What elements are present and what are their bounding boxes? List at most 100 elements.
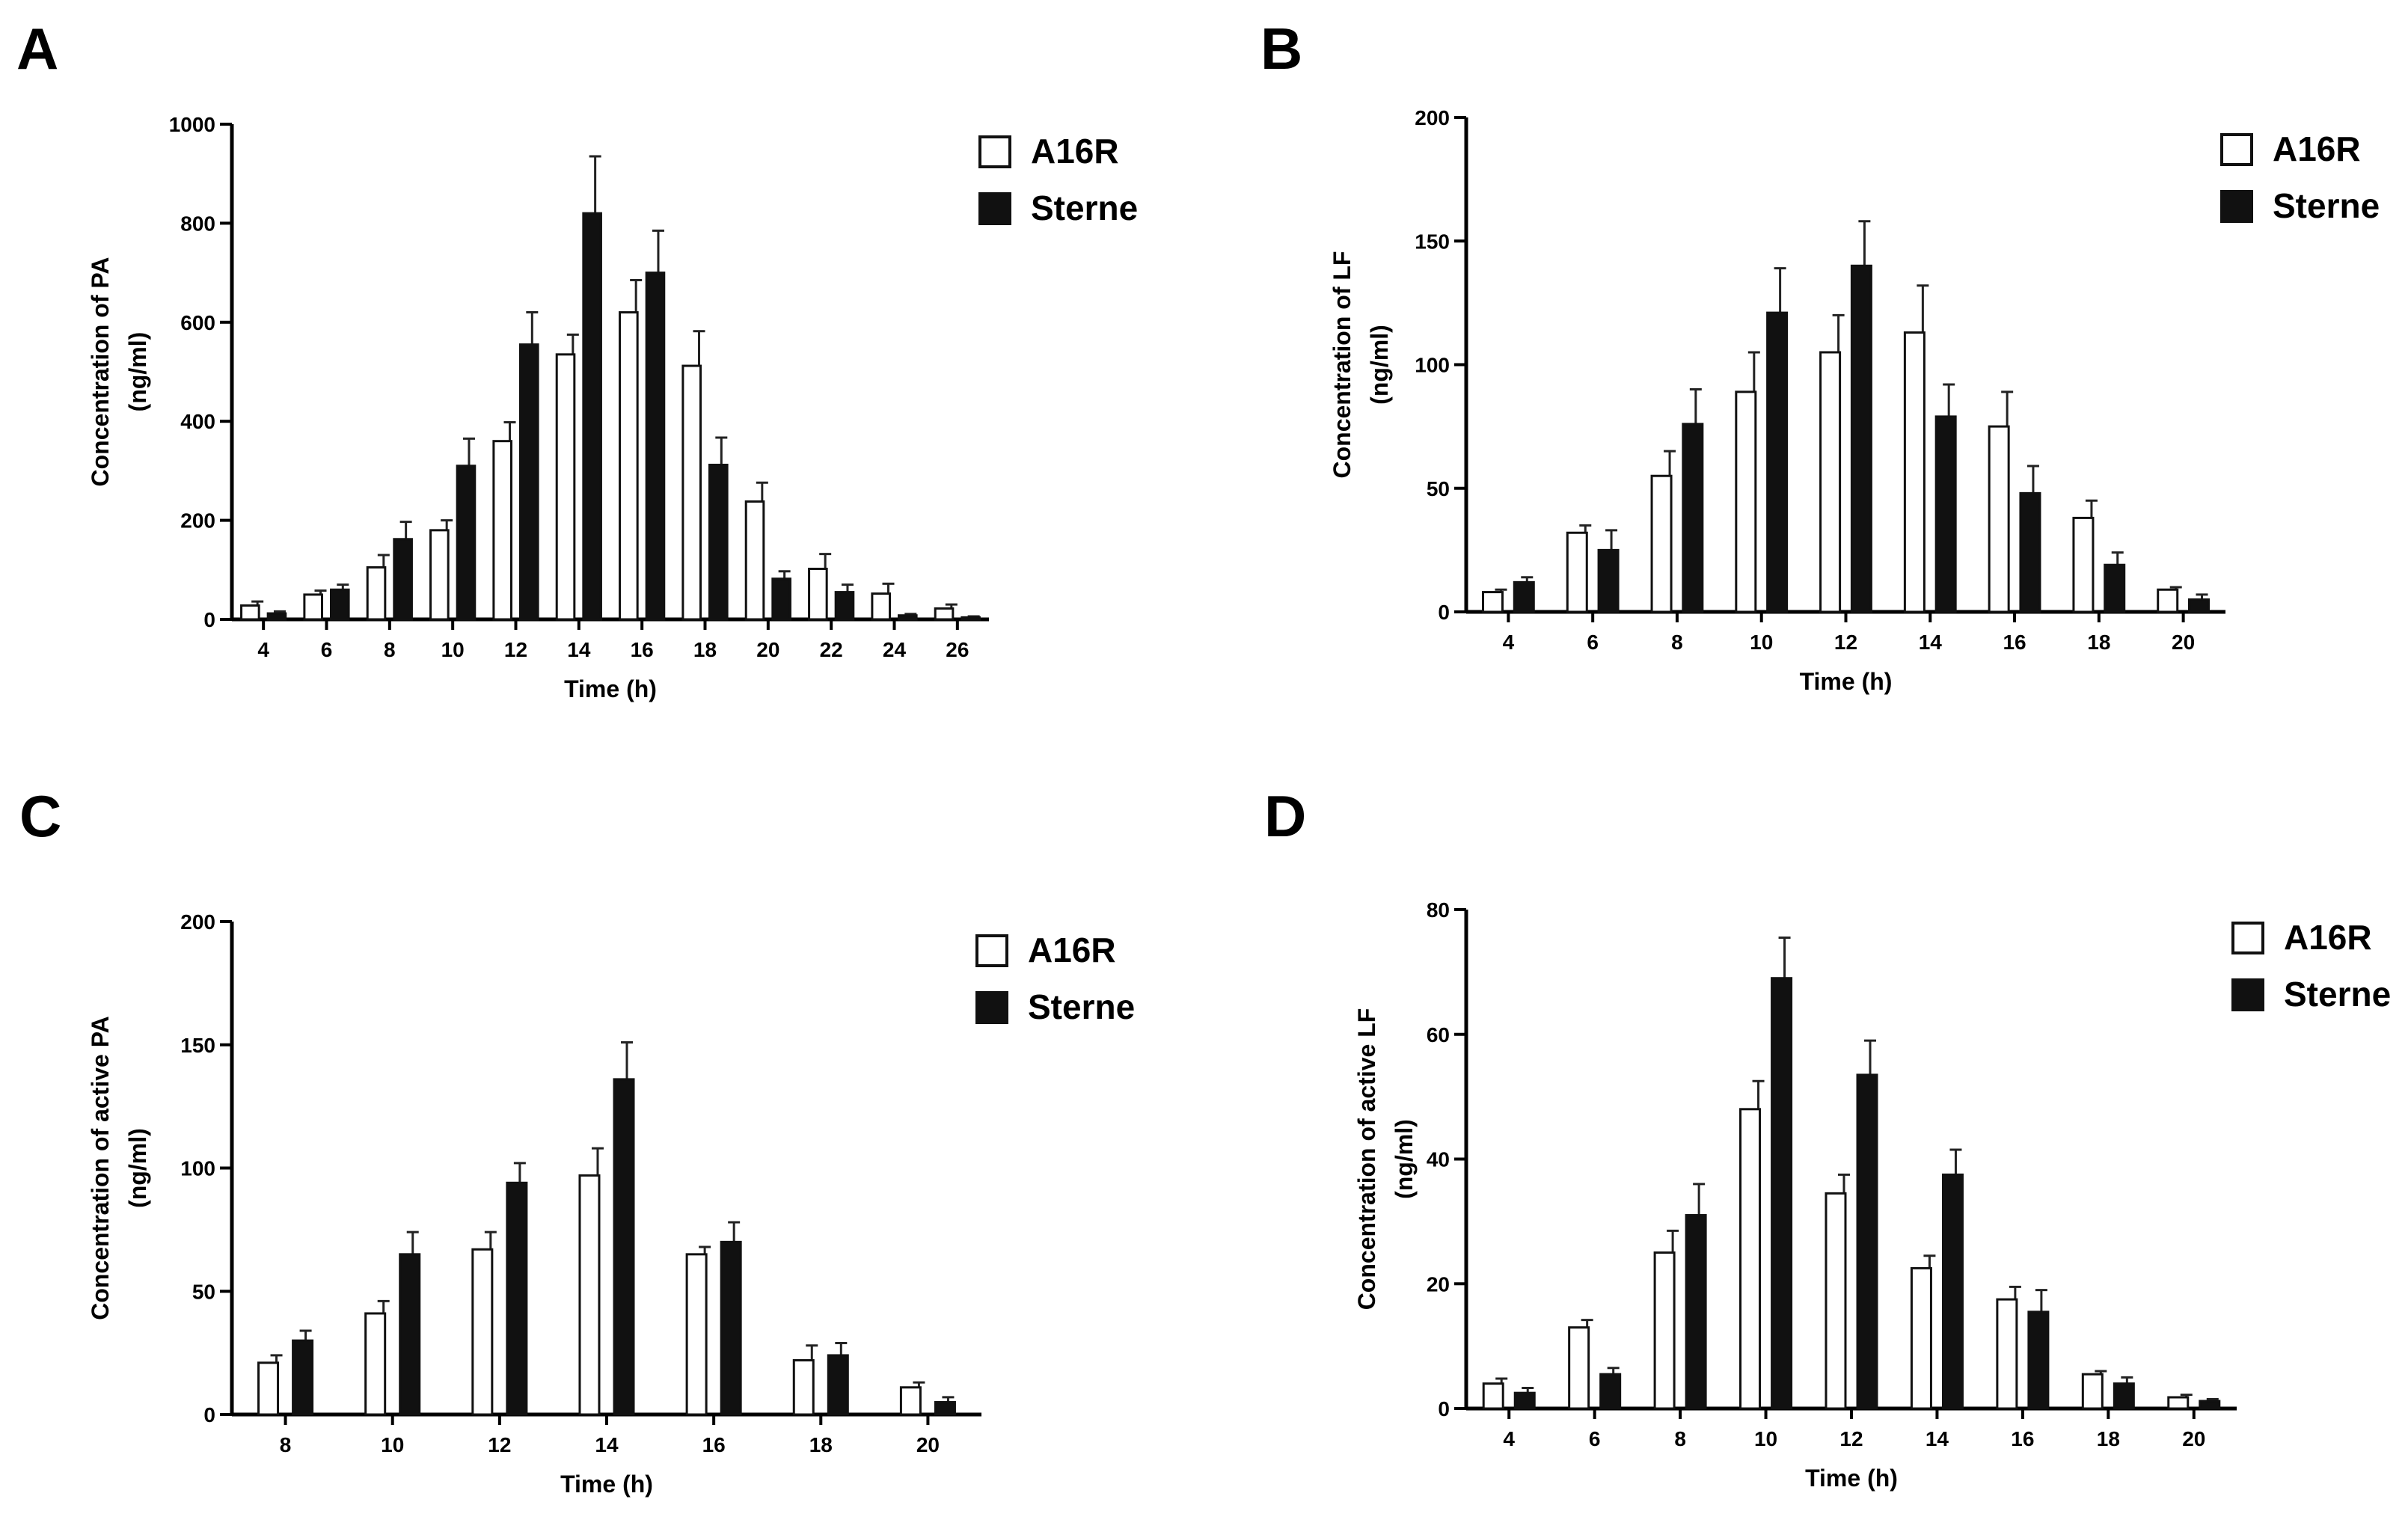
y-axis-unit-label: (ng/ml) <box>1391 1119 1418 1199</box>
bar-a16r-10h <box>364 1312 387 1416</box>
chart-panel-c: C 0 50 100 150 200 8 10 12 14 16 18 20 Time (h) Concen… <box>19 783 1135 1498</box>
y-axis-label: Concentration of active PA <box>87 1016 114 1320</box>
x-tick-label: 18 <box>2087 631 2110 654</box>
x-tick-label: 16 <box>702 1433 726 1456</box>
y-tick-label: 200 <box>1415 106 1450 129</box>
x-axis-label: Time (h) <box>1805 1465 1898 1492</box>
legend-label-sterne: Sterne <box>2284 975 2391 1014</box>
bar-a16r-24h <box>871 592 892 621</box>
y-tick-label: 1000 <box>169 113 215 136</box>
x-tick-label: 10 <box>381 1433 404 1456</box>
y-tick-label: 200 <box>180 910 215 934</box>
y-tick-label: 100 <box>180 1157 215 1180</box>
x-tick-label: 18 <box>693 638 717 661</box>
x-tick-label: 16 <box>2011 1427 2034 1450</box>
y-axis-unit-label: (ng/ml) <box>124 332 151 412</box>
x-tick-label: 6 <box>321 638 333 661</box>
bar-a16r-14h <box>1910 1266 1932 1410</box>
bar-a16r-12h <box>1819 351 1842 613</box>
bar-sterne-14h <box>613 1078 635 1416</box>
x-tick-label: 20 <box>916 1433 940 1456</box>
x-tick-label: 10 <box>441 638 465 661</box>
bar-a16r-12h <box>471 1248 494 1416</box>
panel-letter: D <box>1264 783 1306 849</box>
bar-sterne-8h <box>1682 423 1704 613</box>
legend-label-sterne: Sterne <box>1031 189 1138 227</box>
bar-a16r-4h <box>1482 1382 1504 1410</box>
y-tick-label: 0 <box>1438 601 1450 624</box>
bar-a16r-20h <box>2157 588 2179 613</box>
bar-sterne-8h <box>393 538 413 621</box>
bar-sterne-10h <box>1766 311 1789 613</box>
y-tick-label: 0 <box>1438 1397 1450 1420</box>
bar-sterne-18h <box>827 1354 849 1416</box>
y-tick-label: 100 <box>1415 354 1450 377</box>
legend-swatch-sterne <box>2231 978 2264 1011</box>
bar-sterne-14h <box>1934 415 1957 613</box>
y-tick-label: 150 <box>180 1034 215 1057</box>
x-tick-label: 14 <box>1926 1427 1949 1450</box>
bar-sterne-6h <box>1597 548 1620 613</box>
bar-a16r-12h <box>1825 1192 1847 1410</box>
bar-a16r-18h <box>681 364 702 621</box>
x-axis-label: Time (h) <box>560 1471 653 1498</box>
y-tick-label: 150 <box>1415 230 1450 253</box>
x-tick-label: 18 <box>2097 1427 2120 1450</box>
legend-label-a16r: A16R <box>1028 931 1116 969</box>
bar-a16r-6h <box>1566 531 1588 613</box>
y-tick-label: 50 <box>192 1280 215 1303</box>
x-tick-label: 12 <box>1834 631 1857 654</box>
y-tick-label: 60 <box>1427 1023 1450 1046</box>
bar-sterne-16h <box>645 272 666 621</box>
x-axis-label: Time (h) <box>564 675 657 702</box>
bar-sterne-20h <box>2199 1400 2221 1410</box>
bar-sterne-20h <box>934 1401 956 1416</box>
bar-sterne-16h <box>720 1240 742 1416</box>
x-tick-label: 18 <box>809 1433 833 1456</box>
bar-sterne-22h <box>834 591 855 621</box>
x-tick-label: 24 <box>883 638 907 661</box>
panel-letter: C <box>19 783 61 849</box>
x-tick-label: 20 <box>2182 1427 2205 1450</box>
x-tick-label: 12 <box>488 1433 511 1456</box>
bar-a16r-14h <box>578 1174 601 1416</box>
bar-a16r-8h <box>1653 1251 1676 1410</box>
bar-sterne-20h <box>2188 598 2211 613</box>
x-tick-label: 22 <box>820 638 843 661</box>
x-tick-label: 10 <box>1754 1427 1777 1450</box>
bar-sterne-16h <box>2027 1311 2050 1410</box>
bar-a16r-18h <box>2072 516 2095 613</box>
y-tick-label: 0 <box>203 608 215 631</box>
x-tick-label: 4 <box>257 638 269 661</box>
panel-letter: A <box>16 16 58 82</box>
bar-a16r-8h <box>1650 474 1673 613</box>
x-tick-label: 6 <box>1587 631 1599 654</box>
y-axis-unit-label: (ng/ml) <box>1366 325 1393 405</box>
y-axis-unit-label: (ng/ml) <box>124 1128 151 1208</box>
bar-a16r-14h <box>555 353 576 621</box>
bar-a16r-6h <box>303 593 323 621</box>
chart-panel-b: B 0 50 100 150 200 4 6 8 10 12 14 16 18 20 Time (h) Conc… <box>1260 16 2380 695</box>
x-tick-label: 16 <box>631 638 654 661</box>
bar-sterne-18h <box>2104 563 2126 613</box>
y-tick-label: 40 <box>1427 1148 1450 1171</box>
y-tick-label: 600 <box>180 311 215 334</box>
bar-a16r-22h <box>808 567 828 621</box>
bar-sterne-12h <box>1850 264 1872 613</box>
x-tick-label: 12 <box>1839 1427 1863 1450</box>
bar-sterne-6h <box>1599 1373 1622 1410</box>
x-tick-label: 8 <box>280 1433 292 1456</box>
y-tick-label: 200 <box>180 509 215 533</box>
bar-a16r-4h <box>240 604 260 621</box>
chart-panel-d: D 0 20 40 60 80 4 6 8 10 12 14 16 18 20 Time (h) Concent… <box>1264 783 2391 1492</box>
legend-label-sterne: Sterne <box>1028 987 1135 1026</box>
bar-a16r-18h <box>2081 1373 2104 1410</box>
bar-a16r-18h <box>792 1359 815 1416</box>
bar-a16r-8h <box>257 1361 280 1416</box>
legend-label-a16r: A16R <box>2284 918 2372 957</box>
bar-sterne-16h <box>2019 491 2041 613</box>
bar-sterne-18h <box>2113 1382 2135 1410</box>
bar-a16r-6h <box>1568 1326 1590 1410</box>
bar-sterne-12h <box>1856 1073 1878 1410</box>
